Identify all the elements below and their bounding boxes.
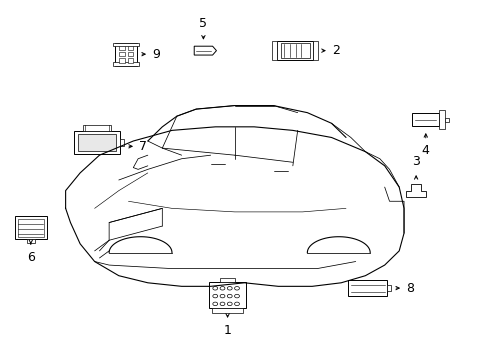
- Bar: [281, 43, 309, 58]
- Bar: [127, 58, 133, 63]
- Bar: [348, 280, 386, 296]
- Bar: [119, 52, 124, 56]
- Bar: [444, 118, 448, 122]
- Text: 8: 8: [406, 282, 414, 294]
- Text: 1: 1: [223, 324, 231, 337]
- Bar: [220, 278, 234, 282]
- Bar: [113, 62, 139, 66]
- Bar: [18, 219, 44, 237]
- Bar: [211, 309, 243, 313]
- Bar: [272, 41, 277, 60]
- Bar: [27, 239, 35, 243]
- Bar: [83, 125, 111, 131]
- Bar: [15, 216, 46, 239]
- Bar: [113, 42, 139, 46]
- Bar: [438, 110, 444, 129]
- Bar: [74, 131, 120, 154]
- Bar: [127, 52, 133, 56]
- Bar: [127, 46, 133, 50]
- Bar: [119, 58, 124, 63]
- Bar: [119, 46, 124, 50]
- Bar: [78, 134, 116, 152]
- Text: 3: 3: [411, 156, 419, 168]
- Bar: [209, 282, 245, 309]
- Bar: [115, 42, 137, 66]
- Text: 9: 9: [152, 48, 160, 61]
- Bar: [386, 285, 390, 291]
- Bar: [120, 139, 123, 146]
- Text: 4: 4: [421, 144, 429, 157]
- Text: 5: 5: [199, 17, 207, 30]
- Text: 6: 6: [27, 251, 35, 264]
- Text: 2: 2: [331, 44, 339, 57]
- Bar: [277, 41, 313, 60]
- Text: 7: 7: [139, 140, 147, 153]
- Bar: [412, 113, 438, 126]
- Bar: [313, 41, 318, 60]
